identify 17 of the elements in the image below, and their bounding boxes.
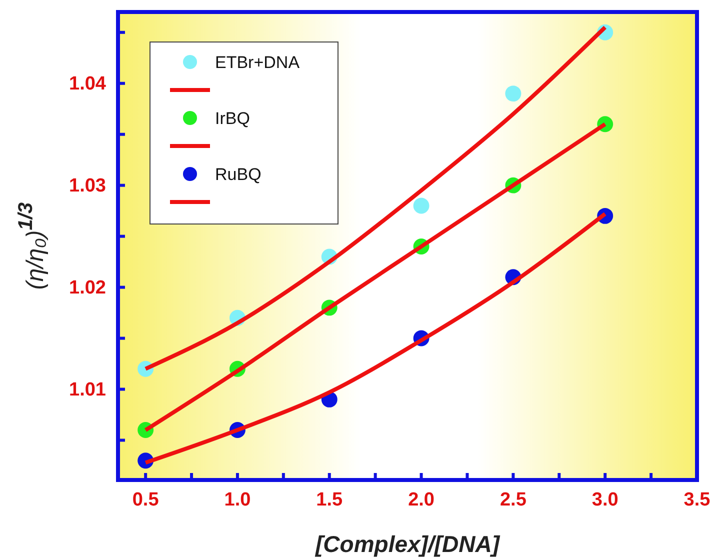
x-tick-label: 2.5 xyxy=(500,489,527,510)
y-tick-label: 1.02 xyxy=(69,277,106,298)
y-tick-label: 1.04 xyxy=(69,73,106,94)
y-tick-label: 1.01 xyxy=(69,379,106,400)
point xyxy=(413,198,430,214)
legend-label: ETBr+DNA xyxy=(215,53,300,72)
x-tick-label: 2.0 xyxy=(408,489,434,510)
x-axis-title: [Complex]/[DNA] xyxy=(314,531,501,557)
legend-label: IrBQ xyxy=(215,109,250,128)
point xyxy=(505,86,522,102)
x-tick-label: 1.5 xyxy=(316,489,344,510)
legend-label: RuBQ xyxy=(215,165,262,184)
x-tick-label: 0.5 xyxy=(132,489,160,510)
y-tick-label: 1.03 xyxy=(69,175,106,196)
x-tick-label: 1.0 xyxy=(224,489,251,510)
x-tick-label: 3.5 xyxy=(684,489,711,510)
x-tick-label: 3.0 xyxy=(592,489,618,510)
